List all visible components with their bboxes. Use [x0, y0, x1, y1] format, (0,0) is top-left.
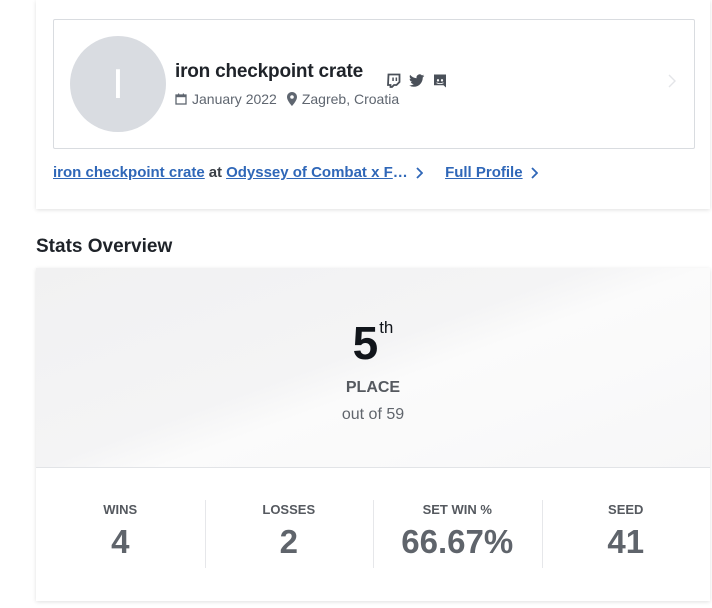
profile-card: I iron checkpoint crate January 2022 Zag… — [36, 0, 710, 209]
stat-label: SET WIN % — [422, 502, 492, 517]
stat-value: 41 — [607, 523, 645, 560]
stat-wins: WINS 4 — [36, 500, 205, 568]
stat-label: SEED — [608, 502, 644, 517]
placement-number: 5th — [36, 316, 710, 370]
placement-panel: 5th PLACE out of 59 — [36, 268, 710, 468]
stat-losses: LOSSES 2 — [204, 500, 374, 568]
stats-overview-title: Stats Overview — [36, 236, 173, 257]
stat-value: 2 — [279, 523, 298, 560]
social-links — [386, 73, 448, 89]
discord-icon[interactable] — [432, 73, 448, 89]
joined-date: January 2022 — [175, 91, 277, 107]
stat-seed: SEED 41 — [541, 500, 711, 568]
profile-links: iron checkpoint crate at Odyssey of Comb… — [53, 164, 550, 181]
location-text: Zagreb, Croatia — [301, 91, 400, 107]
stat-value: 66.67% — [401, 523, 514, 560]
player-name: iron checkpoint crate — [175, 61, 363, 82]
joined-date-text: January 2022 — [192, 91, 277, 107]
stat-value: 4 — [111, 523, 130, 560]
stat-set-win-percent: SET WIN % 66.67% — [373, 500, 542, 568]
full-profile-link[interactable]: Full Profile — [445, 164, 523, 181]
out-of-total: out of 59 — [341, 406, 405, 423]
profile-summary-link[interactable]: I iron checkpoint crate January 2022 Zag… — [53, 19, 695, 149]
player-link[interactable]: iron checkpoint crate — [53, 164, 205, 181]
event-link[interactable]: Odyssey of Combat x Frontier — [226, 164, 408, 181]
player-meta: January 2022 Zagreb, Croatia — [175, 91, 399, 107]
at-text: at — [208, 164, 223, 181]
twitch-icon[interactable] — [386, 73, 402, 89]
location: Zagreb, Croatia — [286, 91, 400, 107]
calendar-icon — [175, 93, 187, 105]
stat-label: WINS — [103, 502, 138, 517]
stats-row: WINS 4 LOSSES 2 SET WIN % 66.67% SEED 41 — [36, 500, 710, 568]
chevron-right-icon — [668, 74, 676, 93]
place-label: PLACE — [345, 379, 401, 396]
map-pin-icon — [286, 92, 297, 106]
stat-label: LOSSES — [262, 502, 316, 517]
chevron-right-icon — [530, 166, 538, 179]
stats-card: 5th PLACE out of 59 WINS 4 LOSSES 2 SET … — [36, 268, 710, 601]
placement-suffix: th — [379, 317, 394, 337]
avatar: I — [70, 36, 166, 132]
placement-value: 5 — [352, 317, 379, 369]
chevron-right-icon — [416, 166, 424, 179]
twitter-icon[interactable] — [409, 74, 425, 88]
